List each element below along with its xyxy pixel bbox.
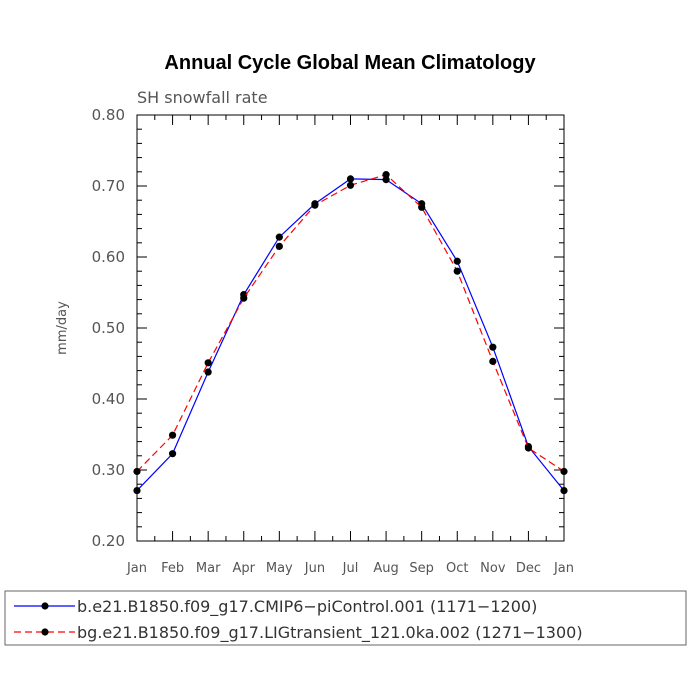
x-tick-label: Jan (553, 561, 574, 576)
x-tick-label: May (266, 561, 293, 576)
series-line-2 (136, 173, 565, 472)
series-line-1 (136, 178, 565, 492)
x-tick-label: Oct (446, 561, 468, 576)
x-tick-label: Apr (233, 561, 256, 576)
chart-subtitle: SH snowfall rate (137, 88, 268, 107)
legend-label-2: bg.e21.B1850.f09_g17.LIGtransient_121.0k… (77, 623, 583, 643)
axes: 0.20 0.30 0.40 0.50 0.60 0.70 0.80 Jan Feb Mar Apr… (92, 106, 574, 576)
x-tick-label: Mar (196, 561, 221, 576)
series-2-point (489, 357, 497, 365)
y-axis-label: mm/day (55, 301, 70, 355)
chart-title: Annual Cycle Global Mean Climatology (164, 52, 536, 74)
series-1-point (489, 343, 497, 351)
series-2-point (311, 201, 319, 209)
x-tick-label: Feb (161, 561, 184, 576)
series-2-point (524, 444, 533, 452)
x-tick-label: Jan (126, 561, 147, 576)
legend-marker-1 (41, 602, 49, 610)
legend: b.e21.B1850.f09_g17.CMIP6−piControl.001 … (4, 590, 687, 646)
series-2-point (418, 203, 426, 211)
series-2-point (275, 242, 283, 250)
y-tick-label: 0.80 (92, 106, 125, 124)
y-tick-label: 0.20 (92, 532, 125, 550)
series-2-point (560, 467, 568, 476)
series-1-point (168, 450, 177, 458)
x-tick-label: Dec (516, 561, 541, 576)
series-1-point (275, 233, 283, 241)
series-group (133, 171, 568, 495)
series-1-point (560, 486, 568, 495)
series-2-point (346, 181, 355, 189)
series-2-point (453, 267, 461, 275)
series-1-point (133, 486, 141, 495)
y-tick-label: 0.30 (92, 461, 125, 479)
series-2-point (204, 359, 212, 367)
y-tick-label: 0.70 (92, 177, 125, 195)
y-tick-label: 0.60 (92, 248, 125, 266)
x-tick-label: Nov (480, 561, 506, 576)
legend-label-1: b.e21.B1850.f09_g17.CMIP6−piControl.001 … (77, 597, 537, 617)
y-tick-label: 0.40 (92, 390, 125, 408)
series-2-point (133, 467, 141, 476)
series-1-point (204, 368, 212, 376)
x-tick-label: Sep (409, 561, 434, 576)
legend-marker-2 (41, 628, 49, 636)
x-tick-label: Jun (304, 561, 325, 576)
series-2-point (240, 294, 248, 302)
series-1-point (346, 175, 355, 183)
legend-box (4, 590, 687, 646)
series-1-point (382, 176, 390, 184)
x-tick-label: Jul (342, 561, 359, 576)
series-2-point (168, 431, 177, 439)
series-2-point (382, 171, 390, 179)
series-1-point (453, 257, 461, 265)
x-tick-label: Aug (373, 561, 398, 576)
y-tick-label: 0.50 (92, 319, 125, 337)
